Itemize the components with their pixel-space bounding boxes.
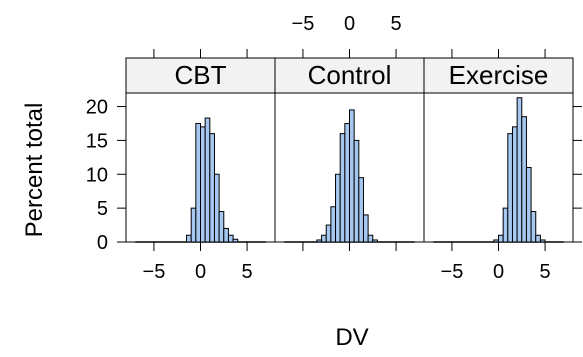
histogram-bar [325, 224, 332, 243]
histogram-bar [339, 133, 346, 243]
histogram-bar [521, 116, 527, 243]
x-tick-label: 0 [195, 261, 206, 283]
y-tick-label: 15 [86, 130, 108, 152]
histogram-bar [511, 126, 518, 243]
panel-frame [423, 92, 574, 243]
histogram-bar [190, 207, 197, 243]
histogram-bar [535, 234, 541, 243]
histogram-bar [362, 214, 369, 243]
panel-cbt: CBT [125, 57, 276, 243]
histogram-bar [498, 234, 504, 243]
histogram-bar [353, 139, 360, 243]
histogram-bar [349, 109, 355, 243]
histogram-bar [321, 234, 327, 243]
histogram-bar [204, 117, 211, 243]
histogram-bar [218, 211, 225, 243]
axes-layer: −5 0 5 −5 0 5 −5 0 5 0 5 10 15 20 [86, 13, 582, 283]
histogram-bar [516, 97, 523, 243]
y-axis-title: Percent total [21, 103, 48, 238]
histogram-bar [223, 227, 229, 243]
strip-background [125, 57, 276, 94]
x-axis-title: DV [335, 324, 368, 351]
histogram-bar [335, 173, 341, 243]
histogram-bar [530, 211, 537, 243]
histogram-bar [344, 122, 350, 243]
x-tick-label: 0 [493, 261, 504, 283]
y-tick-label: 10 [86, 164, 108, 186]
x-tick-label: 5 [391, 13, 402, 35]
x-tick-label: 5 [242, 261, 253, 283]
panel-control: Control [274, 57, 425, 243]
histogram-bar [367, 234, 374, 243]
histogram-bar [213, 173, 220, 243]
x-tick-label: −5 [292, 13, 315, 35]
histogram-bar [227, 234, 234, 243]
histogram-bar [195, 122, 201, 243]
strip-label: CBT [175, 60, 227, 90]
panel-exercise: Exercise [423, 57, 574, 243]
y-tick-label: 20 [86, 97, 108, 119]
x-tick-label: 5 [540, 261, 551, 283]
strip-label: Control [308, 60, 392, 90]
x-tick-label: −5 [143, 261, 166, 283]
x-tick-label: 0 [344, 13, 355, 35]
histogram-bar [209, 133, 215, 243]
strip-background [423, 57, 574, 94]
y-tick-label: 5 [97, 198, 108, 220]
histogram-bar [525, 167, 532, 243]
histogram-bar [200, 126, 206, 243]
x-tick-label: −5 [441, 261, 464, 283]
histogram-bar [186, 234, 192, 243]
panels-layer: CBT Control Exercise [125, 57, 574, 243]
strip-label: Exercise [449, 60, 549, 90]
histogram-bar [507, 133, 513, 243]
histogram-bar [358, 177, 364, 243]
y-tick-label: 0 [97, 232, 108, 254]
histogram-bar [502, 207, 509, 243]
histogram-bar [330, 206, 337, 243]
